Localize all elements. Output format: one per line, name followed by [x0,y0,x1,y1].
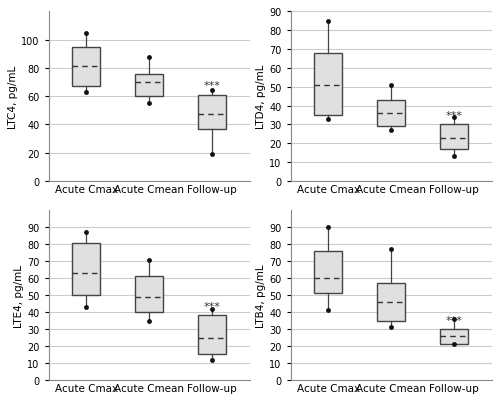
Bar [135,277,163,312]
Y-axis label: LTC4, pg/mL: LTC4, pg/mL [8,65,18,128]
Bar [72,243,101,296]
Bar [198,95,226,129]
Text: ***: *** [446,111,462,121]
Bar [314,54,342,115]
Bar [440,329,468,344]
Bar [440,125,468,150]
Bar [377,101,406,127]
Bar [72,48,101,87]
Y-axis label: LTE4, pg/mL: LTE4, pg/mL [14,264,24,327]
Text: ***: *** [446,315,462,325]
Bar [314,251,342,294]
Text: ***: *** [204,81,220,91]
Bar [377,284,406,321]
Y-axis label: LTD4, pg/mL: LTD4, pg/mL [256,65,266,129]
Text: ***: *** [204,302,220,312]
Bar [198,316,226,354]
Y-axis label: LTB4, pg/mL: LTB4, pg/mL [256,263,266,327]
Bar [135,74,163,97]
